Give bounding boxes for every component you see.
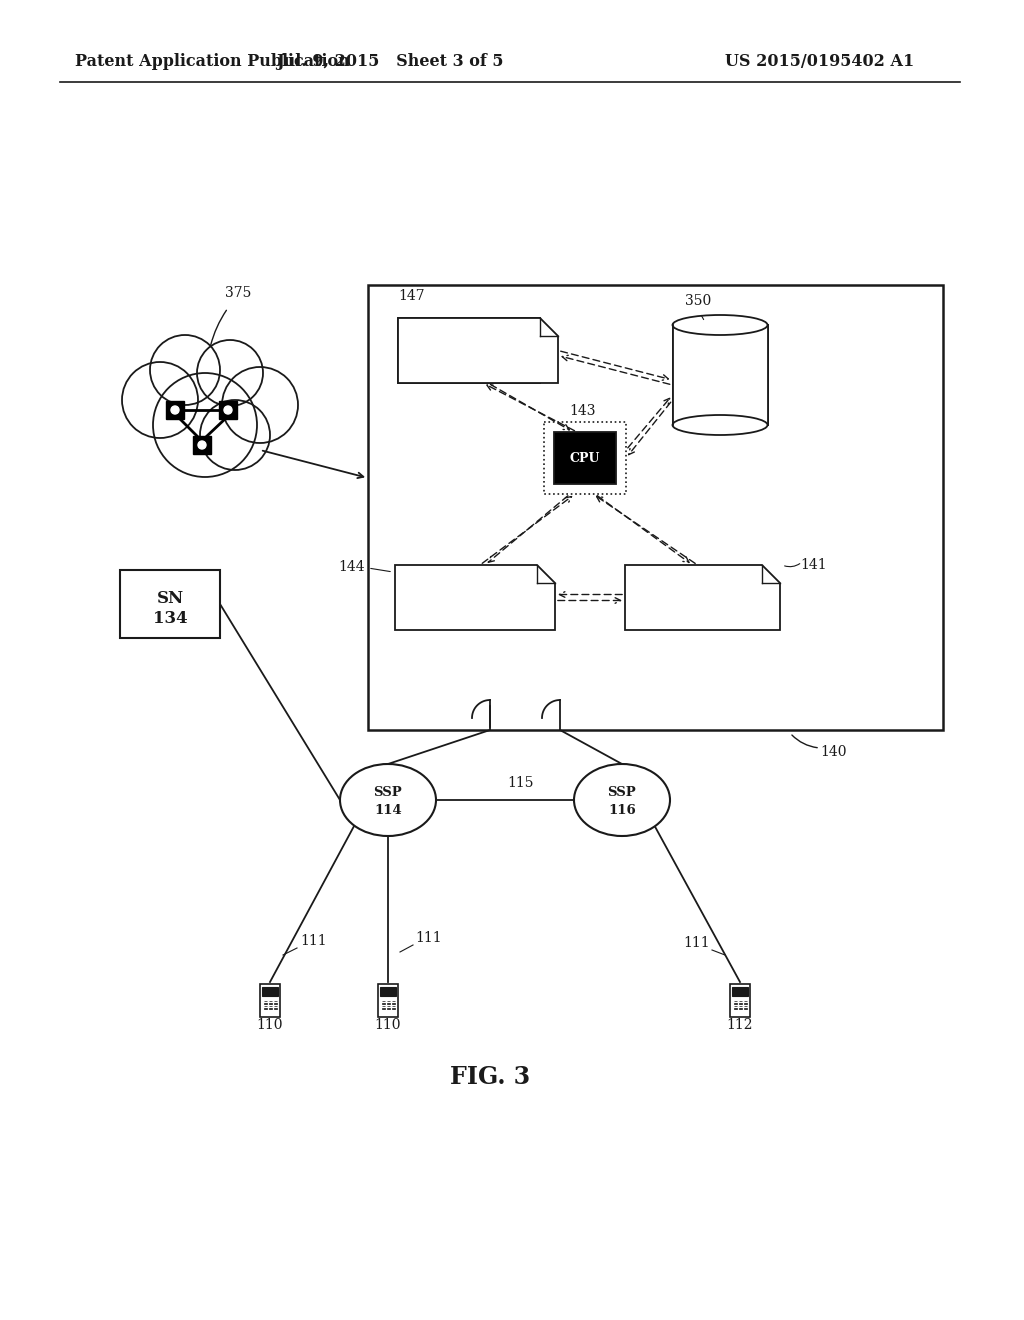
Ellipse shape: [574, 764, 670, 836]
Bar: [730, 983, 750, 1016]
Text: 110: 110: [375, 1018, 401, 1032]
Bar: [732, 986, 748, 995]
Ellipse shape: [673, 315, 768, 335]
Text: 111: 111: [683, 936, 710, 950]
Text: 116: 116: [608, 804, 636, 817]
Bar: [120, 570, 220, 638]
Polygon shape: [398, 318, 558, 383]
Bar: [260, 983, 280, 1016]
Bar: [544, 422, 626, 494]
Bar: [262, 986, 278, 995]
Bar: [166, 401, 184, 418]
Circle shape: [222, 367, 298, 444]
Text: Jul. 9, 2015   Sheet 3 of 5: Jul. 9, 2015 Sheet 3 of 5: [276, 54, 504, 70]
Circle shape: [198, 441, 206, 449]
Circle shape: [150, 335, 220, 405]
Text: 144: 144: [338, 560, 365, 574]
Text: 111: 111: [415, 931, 441, 945]
Text: US 2015/0195402 A1: US 2015/0195402 A1: [725, 54, 914, 70]
Circle shape: [171, 407, 179, 414]
Circle shape: [224, 407, 232, 414]
Circle shape: [122, 362, 198, 438]
Text: 134: 134: [153, 610, 187, 627]
Text: 111: 111: [300, 935, 327, 948]
Text: FIG. 3: FIG. 3: [450, 1065, 530, 1089]
Text: 147: 147: [398, 289, 425, 304]
Text: CPU: CPU: [569, 451, 600, 465]
Bar: [368, 285, 943, 730]
Ellipse shape: [340, 764, 436, 836]
Text: SSP: SSP: [607, 785, 636, 799]
Bar: [380, 986, 395, 995]
Ellipse shape: [673, 414, 768, 436]
Text: Patent Application Publication: Patent Application Publication: [75, 54, 350, 70]
Bar: [193, 436, 211, 454]
Text: 140: 140: [820, 744, 847, 759]
Text: SSP: SSP: [374, 785, 402, 799]
Text: SN: SN: [157, 590, 183, 607]
Bar: [378, 983, 397, 1016]
Bar: [673, 325, 768, 425]
Bar: [219, 401, 237, 418]
Text: 141: 141: [800, 558, 826, 572]
Text: 112: 112: [727, 1018, 754, 1032]
Circle shape: [197, 341, 263, 407]
Polygon shape: [395, 565, 555, 630]
Bar: [398, 318, 540, 383]
Circle shape: [153, 374, 257, 477]
Polygon shape: [625, 565, 780, 630]
Text: 114: 114: [374, 804, 401, 817]
Text: 350: 350: [685, 294, 712, 308]
Text: 143: 143: [569, 404, 596, 418]
Circle shape: [200, 400, 270, 470]
Bar: [554, 432, 616, 484]
Text: 110: 110: [257, 1018, 284, 1032]
Text: 375: 375: [225, 286, 251, 300]
Text: 115: 115: [507, 776, 534, 789]
